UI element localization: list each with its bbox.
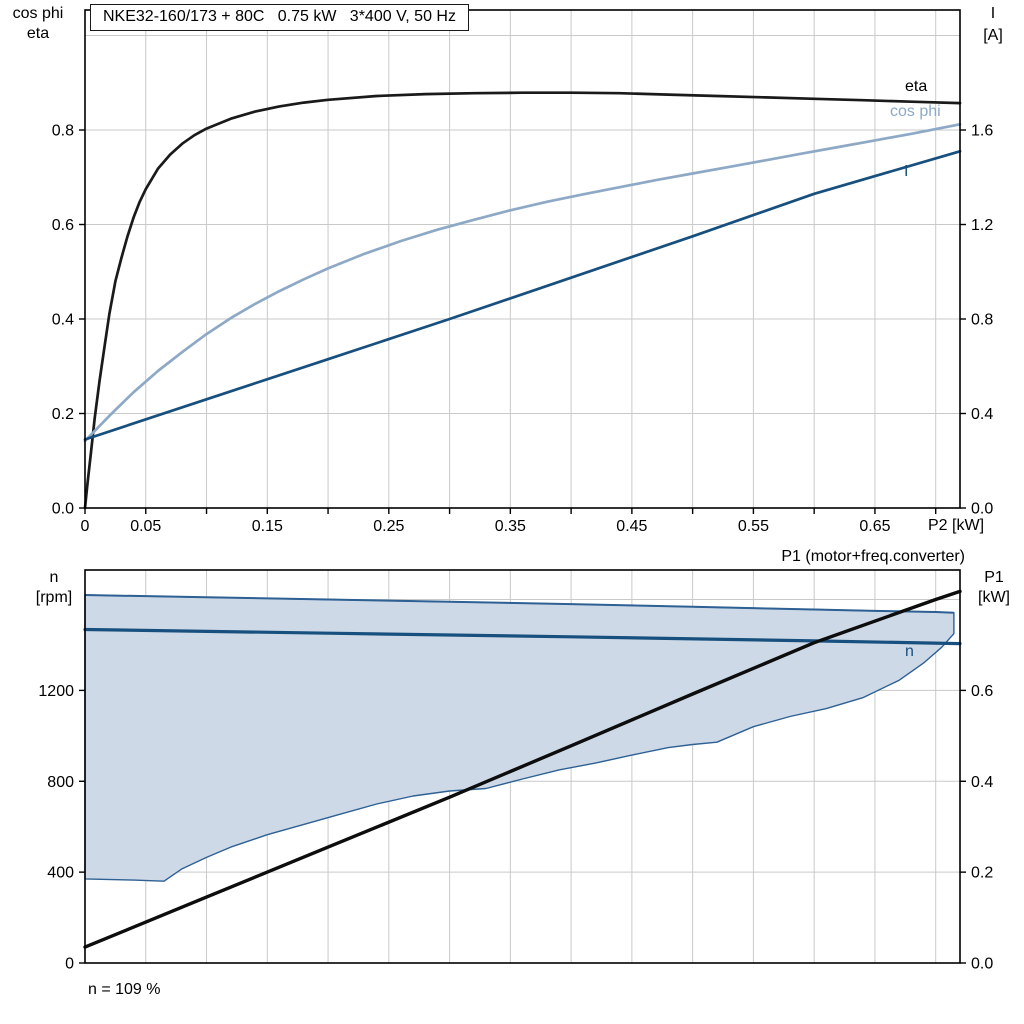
y-left-tick-label: 0: [65, 956, 74, 973]
x-tick-label: 0.05: [130, 518, 161, 535]
top-right-axis-title-line1: I: [990, 5, 996, 22]
y-right-tick-label: 0.2: [971, 865, 993, 882]
y-left-tick-label: 0.8: [52, 123, 74, 140]
y-left-tick-label: 800: [47, 774, 74, 791]
series-n: [83, 627, 962, 646]
x-tick-label: 0: [81, 518, 90, 535]
chart-title-box: NKE32-160/173 + 80C 0.75 kW 3*400 V, 50 …: [90, 4, 469, 31]
p1-curve-annotation: P1 (motor+freq.converter): [781, 548, 965, 565]
series-P1: [83, 589, 962, 949]
y-left-tick-label: 1200: [38, 683, 74, 700]
curve-label-eta: eta: [905, 78, 928, 95]
bottom-right-axis-title-line2: [kW]: [978, 589, 1010, 606]
y-left-tick-label: 400: [47, 865, 74, 882]
y-right-tick-label: 0.6: [971, 683, 993, 700]
x-axis-title: P2 [kW]: [928, 517, 985, 534]
series-I: [83, 149, 962, 441]
series-eta: [83, 91, 962, 510]
bottom-left-axis-title-line2: [rpm]: [35, 589, 73, 606]
bottom-right-axis-title-line1: P1: [984, 569, 1004, 586]
y-left-tick-label: 0.0: [52, 501, 74, 518]
y-right-tick-label: 0.4: [971, 406, 993, 423]
x-tick-label: 0.65: [859, 518, 890, 535]
x-tick-label: 0.25: [373, 518, 404, 535]
speed-footnote: n = 109 %: [88, 981, 161, 998]
x-tick-label: 0.15: [252, 518, 283, 535]
curve-label-n: n: [905, 643, 914, 660]
y-left-tick-label: 0.6: [52, 217, 74, 234]
plot-border: [84, 569, 961, 964]
plot-border: [84, 9, 961, 509]
top-left-axis-title-line2: eta: [26, 25, 50, 42]
bottom-left-axis-title-line1: n: [49, 569, 59, 586]
y-right-tick-label: 0.0: [971, 956, 993, 973]
curve-label-current: I: [904, 163, 909, 180]
y-left-tick-label: 0.4: [52, 312, 74, 329]
y-right-tick-label: 0.8: [971, 312, 993, 329]
curve-label-cos-phi: cos phi: [890, 103, 941, 120]
y-right-tick-label: 0.0: [971, 501, 993, 518]
x-tick-label: 0.35: [495, 518, 526, 535]
y-right-tick-label: 0.4: [971, 774, 993, 791]
series-cos-phi: [83, 122, 962, 443]
y-left-tick-label: 0.2: [52, 406, 74, 423]
y-right-tick-label: 1.6: [971, 123, 993, 140]
top-left-axis-title-line1: cos phi: [12, 5, 64, 22]
top-right-axis-title-line2: [A]: [983, 27, 1003, 44]
x-tick-label: 0.55: [738, 518, 769, 535]
x-tick-label: 0.45: [616, 518, 647, 535]
y-right-tick-label: 1.2: [971, 217, 993, 234]
